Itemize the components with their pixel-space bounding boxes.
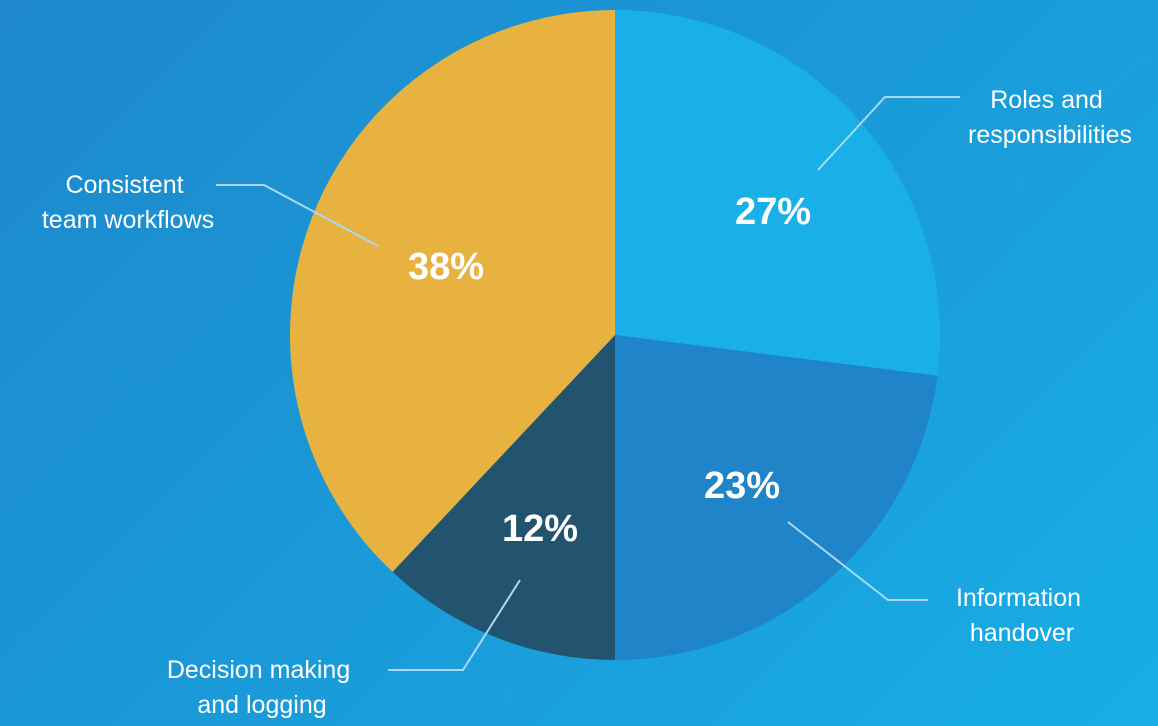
pie-slices [290,10,941,661]
slice-label-handover-line-1: Information [956,584,1081,612]
slice-label-decision-line-2: and logging [197,691,326,719]
slice-value-label-roles: 27% [735,191,811,233]
pie-slice-roles [615,10,941,376]
slice-label-roles: Roles and responsibilities [968,86,1132,149]
leader-line-roles [817,96,960,171]
slice-label-workflows-line-1: Consistent [65,171,183,199]
slice-label-workflows-line-2: team workflows [42,206,214,234]
leader-line-handover [787,521,928,601]
pie-slice-workflows [290,10,615,572]
leader-line-decision [388,579,521,671]
slice-label-roles-line-2: responsibilities [968,121,1132,149]
pie-slice-decision [392,335,615,660]
slice-value-label-handover: 23% [704,465,780,507]
slice-label-decision: Decision making and logging [167,656,357,719]
leader-line-workflows [216,184,379,247]
slice-label-roles-line-1: Roles and [990,86,1103,114]
leader-lines [216,96,960,671]
slice-value-label-decision: 12% [502,508,578,550]
slice-label-handover-line-2: handover [970,619,1074,647]
slice-label-decision-line-1: Decision making [167,656,350,684]
slice-value-label-workflows: 38% [408,246,484,288]
pie-slice-handover [615,335,938,661]
slice-label-workflows: Consistent team workflows [42,171,214,234]
slice-label-handover: Information handover [956,584,1088,647]
